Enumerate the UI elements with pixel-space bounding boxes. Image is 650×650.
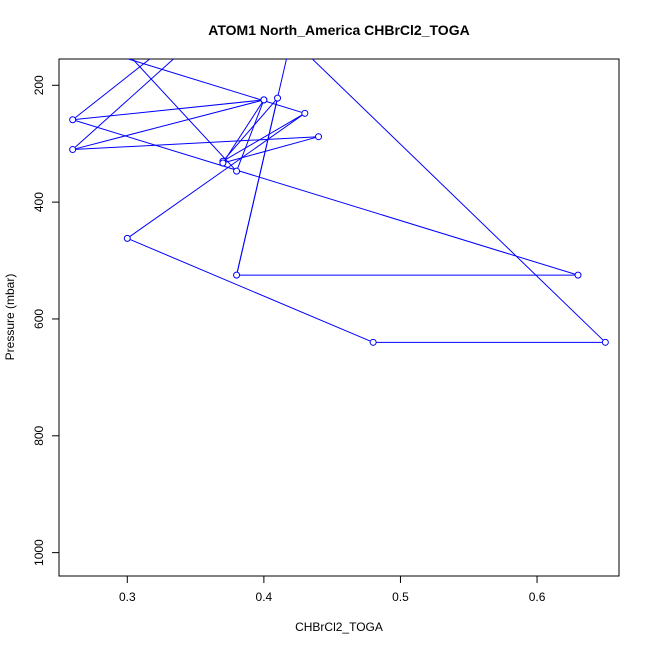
plot-frame xyxy=(58,58,620,577)
x-axis-label: CHBrCl2_TOGA xyxy=(295,620,383,634)
y-tick-label: 200 xyxy=(32,75,46,95)
chart-title: ATOM1 North_America CHBrCl2_TOGA xyxy=(208,22,469,38)
data-point xyxy=(233,167,241,175)
data-point xyxy=(219,159,227,167)
data-point xyxy=(369,338,377,346)
series-line-segment xyxy=(72,59,175,150)
series-line-segment xyxy=(72,119,579,276)
data-point xyxy=(601,338,609,346)
x-tick-label: 0.3 xyxy=(119,590,136,604)
x-tick-label: 0.5 xyxy=(392,590,409,604)
data-point xyxy=(274,94,282,102)
series-line-segment xyxy=(222,99,265,164)
series-line-segment xyxy=(222,112,306,162)
x-axis: 0.3 0.4 0.5 0.6 xyxy=(119,575,546,604)
y-tick-label: 400 xyxy=(32,192,46,212)
series-line-segment xyxy=(72,59,151,121)
data-point xyxy=(69,116,77,124)
data-point xyxy=(260,96,268,104)
x-tick-label: 0.4 xyxy=(256,590,273,604)
y-axis-label: Pressure (mbar) xyxy=(3,274,17,361)
series-line-segment xyxy=(222,97,278,162)
series-line-segment xyxy=(72,136,319,151)
y-tick-label: 1000 xyxy=(32,539,46,566)
y-tick-label: 600 xyxy=(32,309,46,329)
series-line-segment xyxy=(311,59,606,343)
data-point xyxy=(123,234,131,242)
data-point xyxy=(69,146,77,154)
y-tick-label: 800 xyxy=(32,425,46,445)
series-line-segment xyxy=(72,99,264,121)
series-line-segment xyxy=(72,99,265,151)
series-line-segment xyxy=(127,112,306,239)
x-tick-label: 0.6 xyxy=(529,590,546,604)
series-line-segment xyxy=(222,136,319,164)
series-line-segment xyxy=(236,99,265,172)
data-point xyxy=(574,271,582,279)
series-line-segment xyxy=(236,98,279,276)
series-layer xyxy=(69,59,609,346)
data-point xyxy=(301,109,309,117)
series-line-segment xyxy=(126,59,306,114)
y-axis: 200 400 600 800 1000 xyxy=(32,75,60,566)
data-point xyxy=(233,271,241,279)
series-line-segment xyxy=(127,237,374,343)
data-point xyxy=(315,133,323,141)
